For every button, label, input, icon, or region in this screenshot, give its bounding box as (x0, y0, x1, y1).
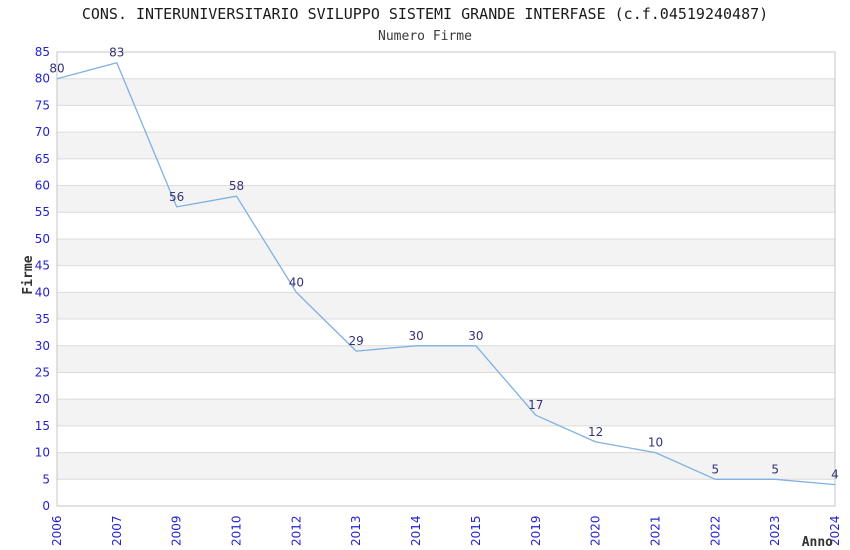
plot-band (57, 292, 835, 320)
y-tick-label: 20 (35, 392, 50, 406)
x-tick-label: 2010 (230, 515, 244, 546)
x-tick-label: 2020 (589, 515, 603, 546)
data-point-label: 80 (49, 62, 64, 76)
x-tick-label: 2019 (529, 515, 543, 546)
x-tick-label: 2024 (828, 515, 842, 546)
y-tick-label: 45 (35, 259, 50, 273)
y-tick-label: 0 (42, 499, 50, 513)
x-tick-label: 2021 (648, 515, 662, 546)
y-tick-label: 50 (35, 232, 50, 246)
y-tick-label: 5 (42, 472, 50, 486)
data-point-label: 10 (648, 436, 663, 450)
x-tick-label: 2012 (289, 515, 303, 546)
x-tick-label: 2023 (768, 515, 782, 546)
gridlines (57, 51, 835, 507)
data-point-label: 58 (229, 179, 244, 193)
y-tick-label: 75 (35, 98, 50, 112)
x-tick-label: 2014 (409, 515, 423, 546)
x-axis-title: Anno (802, 535, 833, 550)
data-point-label: 5 (711, 462, 719, 476)
x-tick-label: 2013 (349, 515, 363, 546)
chart-subtitle: Numero Firme (378, 29, 472, 44)
y-tick-label: 40 (35, 285, 50, 299)
data-point-label: 5 (771, 462, 779, 476)
y-tick-label: 35 (35, 312, 50, 326)
y-tick-label: 25 (35, 365, 50, 379)
data-point-label: 83 (109, 46, 124, 60)
data-point-label: 30 (468, 329, 483, 343)
y-axis-title: Firme (21, 255, 36, 294)
plot-band (57, 132, 835, 159)
y-tick-label: 80 (35, 72, 50, 86)
y-tick-label: 15 (35, 419, 50, 433)
y-tick-label: 70 (35, 125, 50, 139)
x-tick-label: 2007 (110, 515, 124, 546)
data-point-label: 56 (169, 190, 184, 204)
x-tick-label: 2022 (708, 515, 722, 546)
y-tick-label: 60 (35, 179, 50, 193)
plot-band (57, 185, 835, 213)
plot-band (57, 78, 835, 106)
y-tick-label: 85 (35, 45, 50, 59)
x-axis-tick-labels: 2006 2007 2009 2010 2012 2013 2014 2015 2019 2020… (50, 515, 842, 546)
y-tick-label: 55 (35, 205, 50, 219)
x-tick-label: 2006 (50, 515, 64, 546)
plot-band (57, 238, 835, 266)
plot-border (56, 51, 836, 507)
y-tick-label: 65 (35, 152, 50, 166)
x-tick-label: 2015 (469, 515, 483, 546)
series-group (56, 62, 836, 486)
chart-title: CONS. INTERUNIVERSITARIO SVILUPPO SISTEM… (82, 5, 768, 23)
data-point-label: 4 (831, 468, 839, 482)
y-tick-label: 10 (35, 446, 50, 460)
plot-band (57, 345, 835, 373)
data-point-label: 17 (528, 398, 543, 412)
data-point-label: 29 (349, 334, 364, 348)
data-point-label: 12 (588, 425, 603, 439)
y-axis-tick-labels: 0 5 10 15 20 25 30 35 40 45 50 55 60 65 70 75 80 85 (35, 45, 50, 513)
x-tick-label: 2009 (170, 515, 184, 546)
plot-band (57, 399, 835, 426)
data-point-label: 40 (289, 275, 304, 289)
y-tick-label: 30 (35, 339, 50, 353)
series-line (56, 62, 836, 486)
data-point-labels: 80 83 56 58 40 29 30 30 17 12 10 5 5 4 (49, 46, 838, 482)
data-point-label: 30 (408, 329, 423, 343)
plot-bands (57, 78, 835, 480)
